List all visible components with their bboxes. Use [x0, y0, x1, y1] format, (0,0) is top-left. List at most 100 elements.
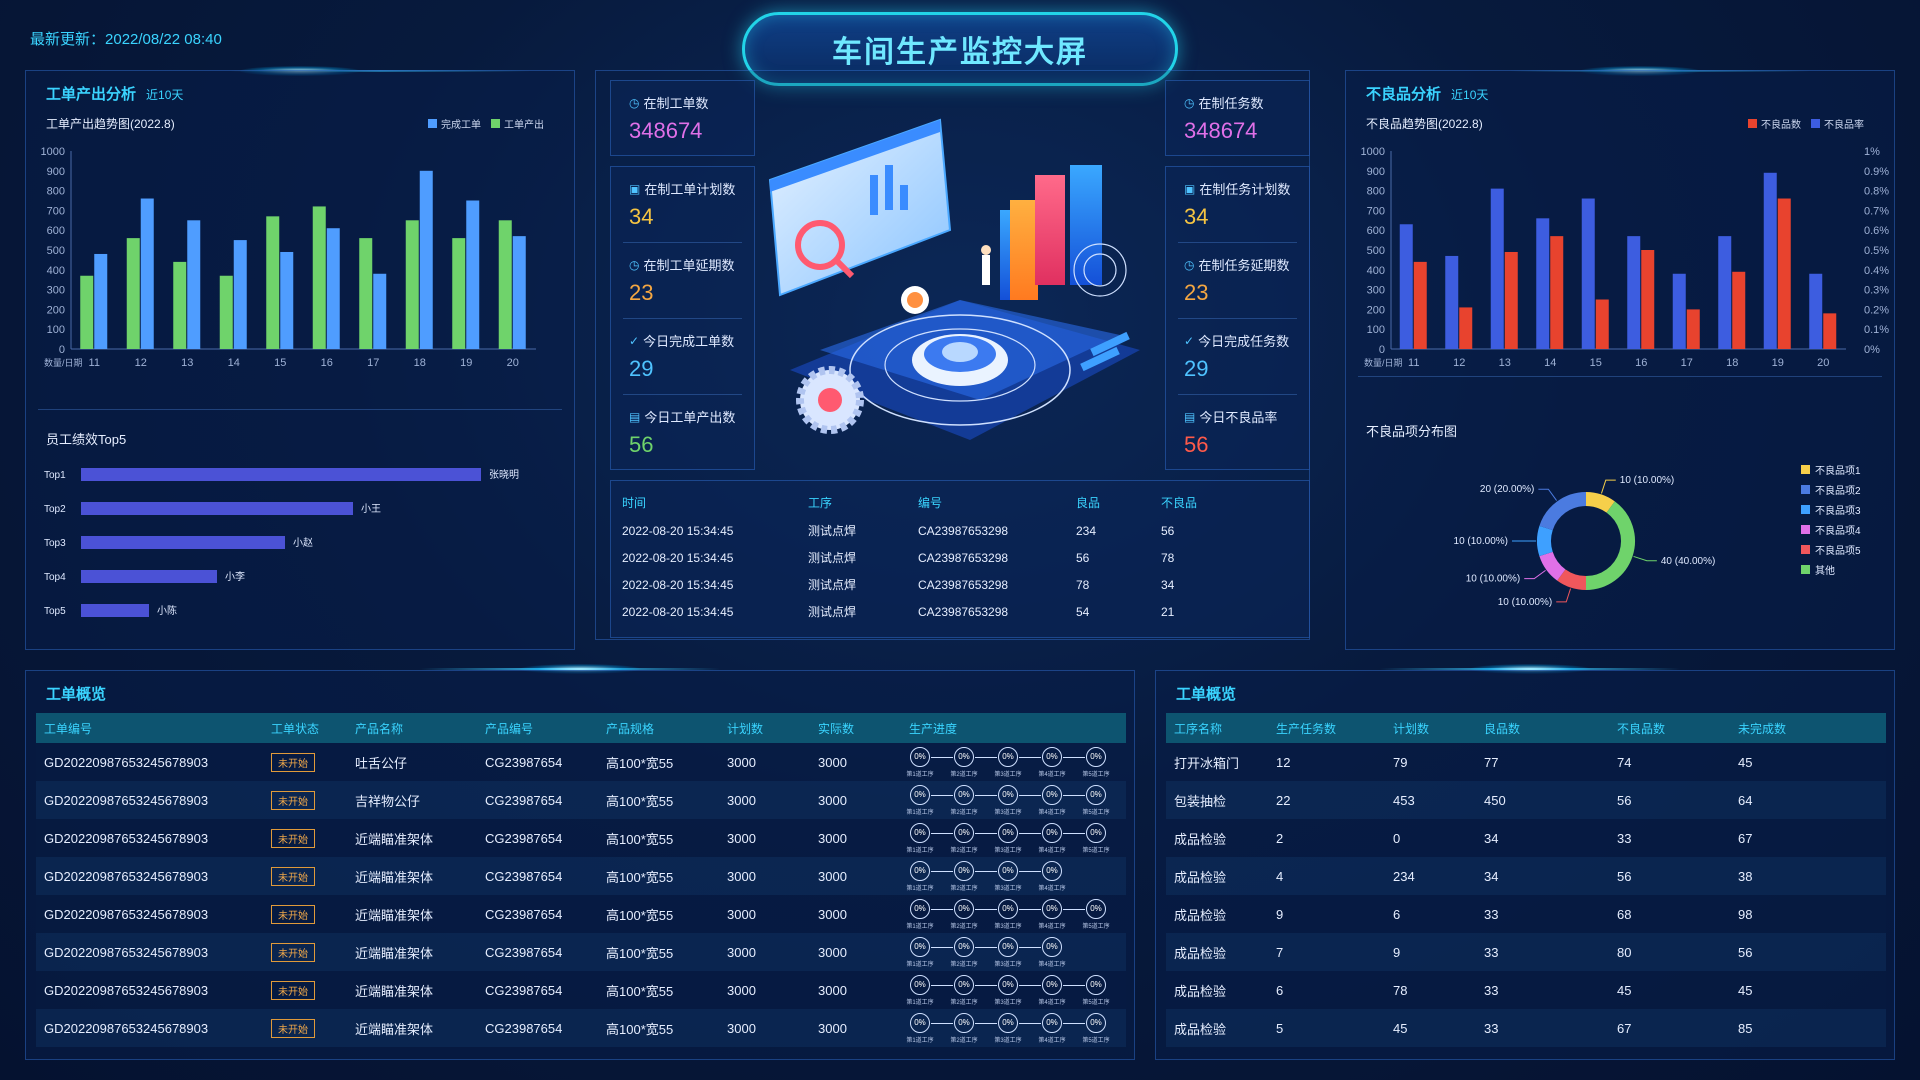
table-cell: 9 — [1393, 944, 1401, 960]
table-cell: 打开冰箱门 — [1174, 755, 1240, 771]
bar-b — [1763, 172, 1777, 349]
y-tick-label: 0 — [1379, 344, 1385, 356]
order-output-subtitle: 近10天 — [146, 88, 184, 102]
progress-step-label: 第2道工序 — [950, 847, 978, 854]
table-row: GD20220987653245678903 未开始 近端瞄准架体 CG2398765… — [36, 857, 1126, 895]
table-row: 2022-08-20 15:34:45 测试点焊 CA23987653298 54 21 — [621, 598, 1242, 625]
order-id-cell: GD20220987653245678903 — [44, 944, 209, 960]
progress-connector — [931, 870, 953, 872]
pie-legend-label: 不良品项1 — [1815, 465, 1861, 477]
bar-b — [312, 206, 326, 349]
progress-step-label: 第1道工序 — [906, 999, 934, 1006]
table-cell: 22 — [1276, 792, 1291, 808]
kpi-label: 今日完成任务数 — [1198, 334, 1290, 349]
bar-a — [1823, 313, 1837, 349]
bar-a — [373, 273, 387, 349]
y-tick-label: 500 — [47, 245, 65, 257]
table-header-row: 工序名称 生产任务数 计划数 良品数 不良品数 未完成数 — [1166, 713, 1886, 743]
bar-category-label: Top5 — [44, 606, 66, 617]
progress-step-label: 第2道工序 — [950, 923, 978, 930]
progress-connector — [975, 1022, 997, 1024]
progress-step-label: 第2道工序 — [950, 1037, 978, 1044]
progress-step-label: 第4道工序 — [1038, 961, 1066, 968]
plan-cell: 3000 — [727, 830, 756, 846]
y-tick-label: 400 — [47, 265, 65, 277]
defect-trend-chart: 0 0% 100 0.1% 200 0.2% 300 0.3% 400 0.4% 500 0.5% 60… — [1361, 146, 1890, 369]
bar-b — [1581, 198, 1595, 349]
progress-step-label: 第2道工序 — [950, 885, 978, 892]
table-row: 成品检验 5 45 33 67 85 — [1166, 1009, 1886, 1047]
table-cell: 成品检验 — [1174, 945, 1227, 961]
bar-b — [1399, 224, 1413, 349]
status-badge: 未开始 — [271, 752, 315, 772]
product-name-cell: 近端瞄准架体 — [355, 869, 434, 885]
progress-step-label: 第2道工序 — [950, 999, 978, 1006]
calendar-icon: ▣ — [629, 181, 641, 196]
actual-cell: 3000 — [818, 982, 847, 998]
progress-connector — [931, 908, 953, 910]
table-cell: 2022-08-20 15:34:45 — [622, 550, 734, 565]
bar-a — [1413, 261, 1427, 349]
x-tick-label: 18 — [1726, 357, 1738, 369]
y-tick-label: 100 — [1367, 324, 1385, 336]
progress-step-label: 第5道工序 — [1082, 847, 1110, 854]
product-spec-cell: 高100*宽55 — [606, 945, 674, 961]
progress-step-circle: 0% — [910, 936, 930, 957]
legend-defect-count: 不良品数 — [1761, 120, 1801, 131]
progress-step: 0% 第1道工序 — [906, 898, 934, 930]
progress-connector — [1019, 870, 1041, 872]
y-tick-label: 600 — [47, 225, 65, 237]
bar-b — [1809, 273, 1823, 349]
y-tick-label: 300 — [47, 285, 65, 297]
pie-slice-label: 10 (10.00%) — [1498, 597, 1552, 608]
plan-cell: 3000 — [727, 792, 756, 808]
table-cell: 成品检验 — [1174, 831, 1227, 847]
kpi-label: 在制任务计划数 — [1199, 182, 1291, 197]
update-label: 最新更新： — [30, 31, 106, 48]
order-status-cell: 未开始 — [270, 933, 354, 971]
table-cell: 45 — [1617, 982, 1632, 998]
col-good: 良品 — [1076, 495, 1101, 510]
pie-legend-item: 不良品项5 — [1801, 539, 1861, 559]
x-tick-label: 17 — [1681, 357, 1693, 369]
progress-cell: 0% 第1道工序 0% 第2道工序 0% 第3道工序 0% 第4道工序 0% 第5道工序 — [906, 895, 1126, 933]
bar-a — [187, 220, 201, 349]
y-tick-label: 300 — [1367, 285, 1385, 297]
table-cell: 2022-08-20 15:34:45 — [622, 577, 734, 592]
actual-cell: 3000 — [818, 906, 847, 922]
check-icon: ✓ — [1184, 333, 1195, 348]
table-cell: 5 — [1276, 1020, 1284, 1036]
x-tick-label: 20 — [1817, 357, 1829, 369]
pie-legend-item: 不良品项1 — [1801, 459, 1861, 479]
table-cell: 56 — [1076, 550, 1090, 565]
progress-step-label: 第3道工序 — [994, 923, 1022, 930]
progress-step: 0% 第3道工序 — [994, 936, 1022, 968]
progress-step-circle: 0% — [1042, 936, 1062, 957]
y-tick-label: 900 — [1367, 166, 1385, 178]
bar-b — [126, 238, 140, 349]
table-cell: 4 — [1276, 868, 1284, 884]
bar-category-label: Top2 — [44, 504, 66, 515]
progress-step-circle: 0% — [1042, 860, 1062, 881]
progress-step: 0% 第4道工序 — [1038, 860, 1066, 892]
defect-trend-legend: 不良品数 不良品率 — [1738, 116, 1864, 131]
x-tick-label: 19 — [1772, 357, 1784, 369]
y2-tick-label: 0.4% — [1864, 265, 1889, 277]
divider — [1358, 376, 1882, 377]
title-frame: 车间生产监控大屏 — [742, 12, 1178, 86]
pie-slice — [1585, 501, 1635, 590]
progress-step-label: 第3道工序 — [994, 771, 1022, 778]
kpi-label: 在制工单延期数 — [643, 258, 735, 273]
pie-legend-swatch — [1801, 464, 1810, 474]
progress-connector — [975, 908, 997, 910]
actual-cell: 3000 — [818, 944, 847, 960]
progress-step-circle: 0% — [1086, 746, 1106, 767]
progress-step-label: 第1道工序 — [906, 1037, 934, 1044]
order-status-cell: 未开始 — [270, 857, 354, 895]
progress-steps: 0% 第1道工序 0% 第2道工序 0% 第3道工序 0% 第4道工序 0% 第5道工序 — [906, 1012, 1125, 1044]
product-name-cell: 近端瞄准架体 — [355, 907, 434, 923]
progress-step-circle: 0% — [998, 974, 1018, 995]
progress-step-circle: 0% — [954, 746, 974, 767]
order-overview-panel: 工单概览 工单编号 工单状态 产品名称 产品编号 产品规格 计划数 实际数 生产… — [25, 670, 1135, 1060]
progress-step: 0% 第2道工序 — [950, 974, 978, 1006]
